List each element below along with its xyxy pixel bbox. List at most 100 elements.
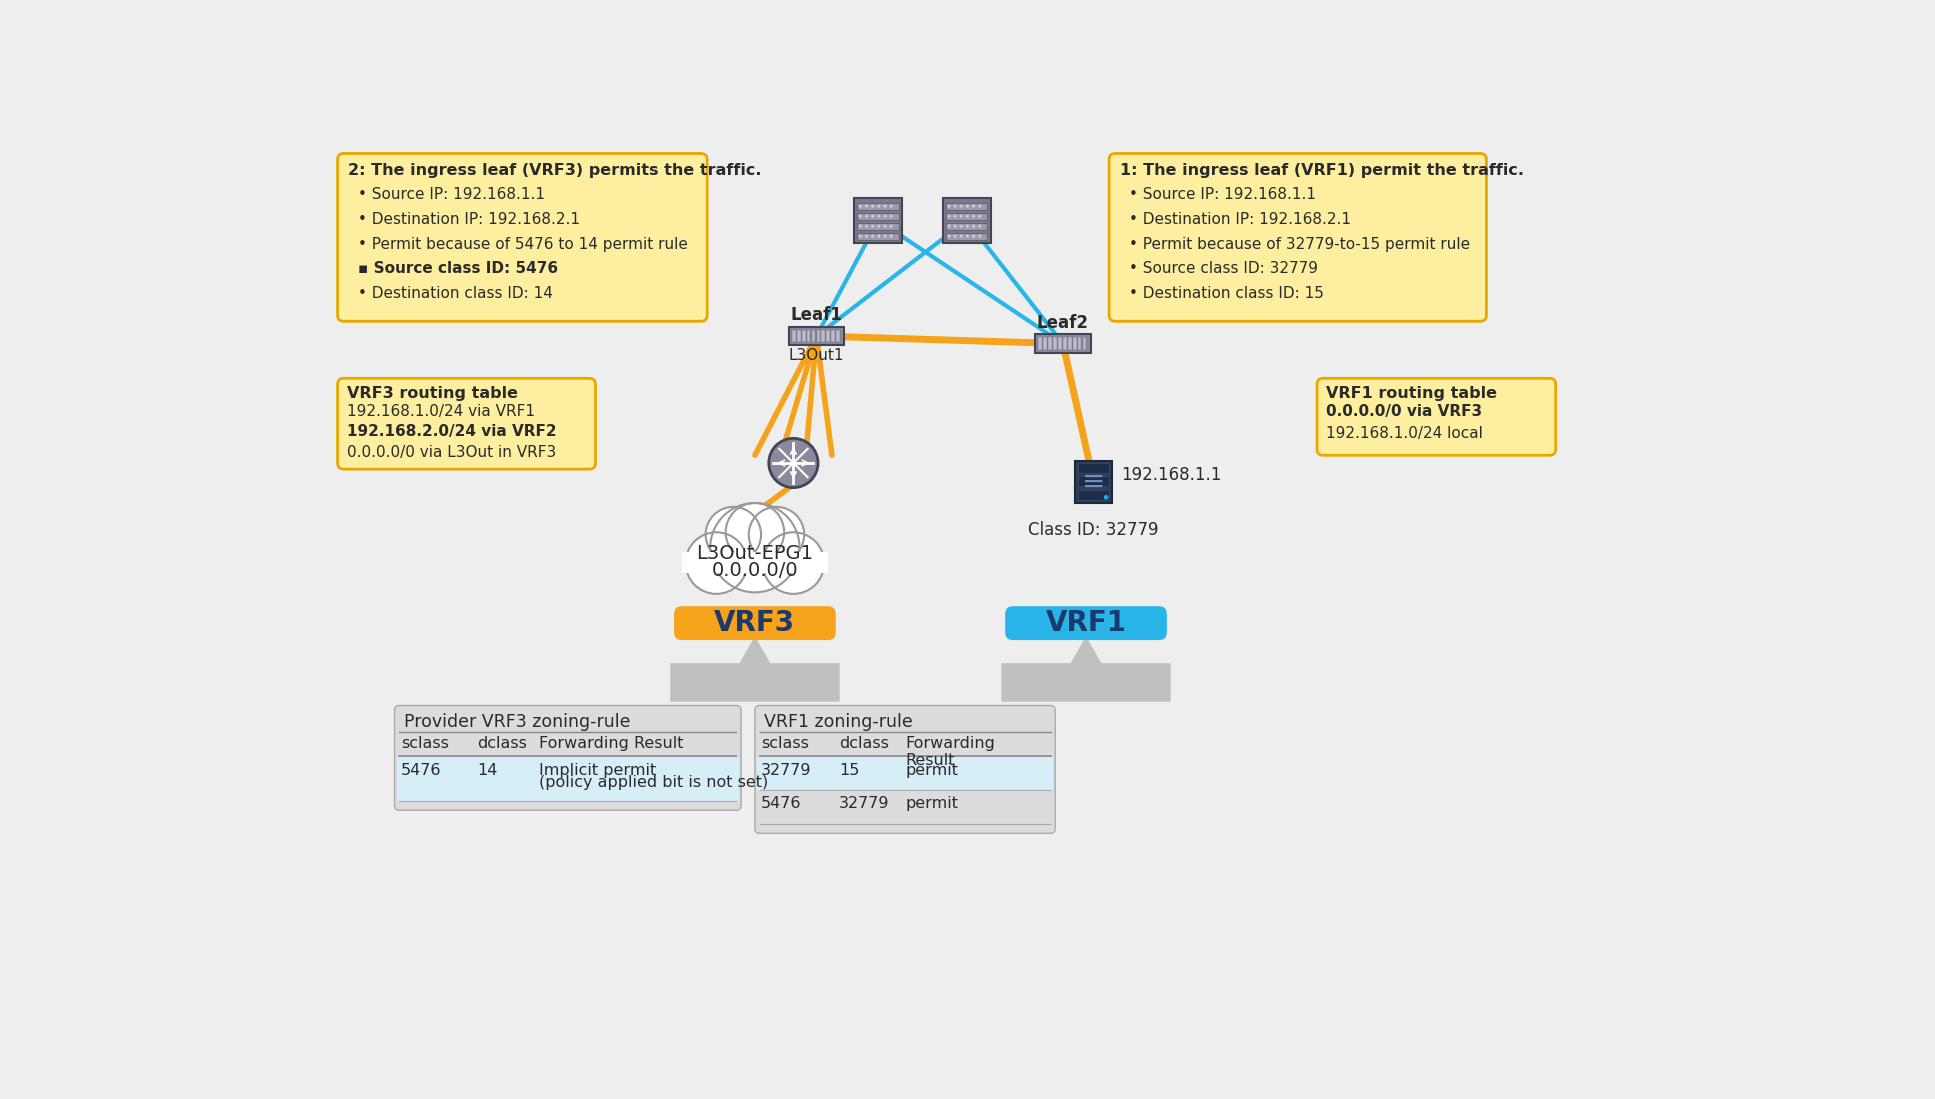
Circle shape	[1103, 495, 1109, 500]
Text: 5476: 5476	[401, 763, 441, 777]
FancyBboxPatch shape	[1004, 607, 1167, 640]
Text: 0.0.0.0/0 via L3Out in VRF3: 0.0.0.0/0 via L3Out in VRF3	[346, 444, 555, 459]
Bar	[817, 330, 820, 342]
Circle shape	[948, 204, 950, 208]
Circle shape	[865, 224, 869, 227]
Circle shape	[865, 235, 869, 237]
Bar	[946, 233, 987, 240]
Circle shape	[971, 204, 975, 208]
Text: VRF3: VRF3	[714, 609, 795, 637]
Polygon shape	[670, 636, 840, 701]
Bar	[1076, 462, 1113, 503]
Circle shape	[948, 235, 950, 237]
Circle shape	[877, 224, 880, 227]
Text: 1: The ingress leaf (VRF1) permit the traffic.: 1: The ingress leaf (VRF1) permit the tr…	[1120, 163, 1525, 178]
Text: 5476: 5476	[760, 797, 801, 811]
Text: (policy applied bit is not set): (policy applied bit is not set)	[540, 775, 768, 790]
Circle shape	[971, 224, 975, 227]
Text: Provider VRF3 zoning-rule: Provider VRF3 zoning-rule	[404, 713, 631, 731]
Circle shape	[979, 214, 981, 218]
Circle shape	[948, 224, 950, 227]
Circle shape	[749, 507, 805, 563]
Text: 192.168.1.1: 192.168.1.1	[1120, 466, 1221, 484]
Bar	[801, 330, 805, 342]
Text: 2: The ingress leaf (VRF3) permits the traffic.: 2: The ingress leaf (VRF3) permits the t…	[348, 163, 762, 178]
Bar	[1068, 337, 1072, 349]
Circle shape	[726, 503, 784, 562]
Text: • Destination class ID: 14: • Destination class ID: 14	[358, 286, 553, 301]
Bar	[807, 330, 811, 342]
Bar	[857, 202, 900, 210]
FancyBboxPatch shape	[337, 378, 596, 469]
Bar	[1082, 337, 1086, 349]
Circle shape	[871, 204, 875, 208]
Bar	[1078, 477, 1109, 487]
Circle shape	[865, 204, 869, 208]
Text: Forwarding
Result: Forwarding Result	[906, 735, 995, 768]
Text: 192.168.1.0/24 via VRF1: 192.168.1.0/24 via VRF1	[346, 404, 534, 420]
Text: dclass: dclass	[476, 735, 526, 751]
Bar	[1049, 337, 1053, 349]
Bar	[946, 223, 987, 230]
Circle shape	[966, 214, 969, 218]
Circle shape	[884, 204, 886, 208]
Text: • Source class ID: 32779: • Source class ID: 32779	[1130, 262, 1318, 276]
Text: L3Out1: L3Out1	[789, 348, 844, 364]
Bar	[942, 198, 991, 243]
Text: Class ID: 32779: Class ID: 32779	[1029, 521, 1159, 539]
Circle shape	[960, 235, 964, 237]
Circle shape	[966, 224, 969, 227]
Circle shape	[865, 214, 869, 218]
Circle shape	[884, 214, 886, 218]
FancyBboxPatch shape	[1109, 154, 1486, 321]
Text: sclass: sclass	[760, 735, 809, 751]
Bar	[1058, 337, 1062, 349]
Text: ▪ Source class ID: 5476: ▪ Source class ID: 5476	[358, 262, 557, 276]
Circle shape	[884, 235, 886, 237]
Circle shape	[859, 224, 861, 227]
Text: Leaf2: Leaf2	[1037, 314, 1089, 332]
Text: Forwarding Result: Forwarding Result	[540, 735, 683, 751]
Text: Implicit permit: Implicit permit	[540, 763, 656, 777]
Circle shape	[979, 235, 981, 237]
Text: permit: permit	[906, 763, 958, 777]
Circle shape	[706, 507, 760, 563]
Circle shape	[768, 439, 819, 488]
Text: • Destination class ID: 15: • Destination class ID: 15	[1130, 286, 1324, 301]
Circle shape	[685, 532, 747, 593]
Bar	[826, 330, 830, 342]
Circle shape	[979, 204, 981, 208]
Bar	[1072, 337, 1076, 349]
Bar	[1062, 337, 1066, 349]
FancyBboxPatch shape	[755, 706, 1055, 833]
Bar	[811, 330, 815, 342]
Circle shape	[966, 235, 969, 237]
Bar	[822, 330, 824, 342]
Text: • Destination IP: 192.168.2.1: • Destination IP: 192.168.2.1	[358, 212, 580, 227]
Bar	[1078, 464, 1109, 474]
Text: • Source IP: 192.168.1.1: • Source IP: 192.168.1.1	[1130, 187, 1316, 202]
Text: permit: permit	[906, 797, 958, 811]
Bar	[946, 202, 987, 210]
Circle shape	[979, 224, 981, 227]
Text: sclass: sclass	[401, 735, 449, 751]
Circle shape	[954, 224, 956, 227]
Circle shape	[960, 204, 964, 208]
Text: VRF1 routing table: VRF1 routing table	[1325, 386, 1498, 401]
Text: 32779: 32779	[840, 797, 890, 811]
Text: • Permit because of 32779-to-15 permit rule: • Permit because of 32779-to-15 permit r…	[1130, 236, 1471, 252]
Text: VRF1 zoning-rule: VRF1 zoning-rule	[764, 713, 913, 731]
Bar	[857, 213, 900, 220]
Bar	[857, 223, 900, 230]
Text: 0.0.0.0/0: 0.0.0.0/0	[712, 562, 799, 580]
Circle shape	[890, 214, 892, 218]
Text: 14: 14	[476, 763, 497, 777]
Bar	[1039, 337, 1043, 349]
Circle shape	[948, 214, 950, 218]
Circle shape	[859, 214, 861, 218]
Circle shape	[890, 204, 892, 208]
Circle shape	[871, 214, 875, 218]
Circle shape	[859, 204, 861, 208]
FancyBboxPatch shape	[337, 154, 706, 321]
Bar	[836, 330, 840, 342]
